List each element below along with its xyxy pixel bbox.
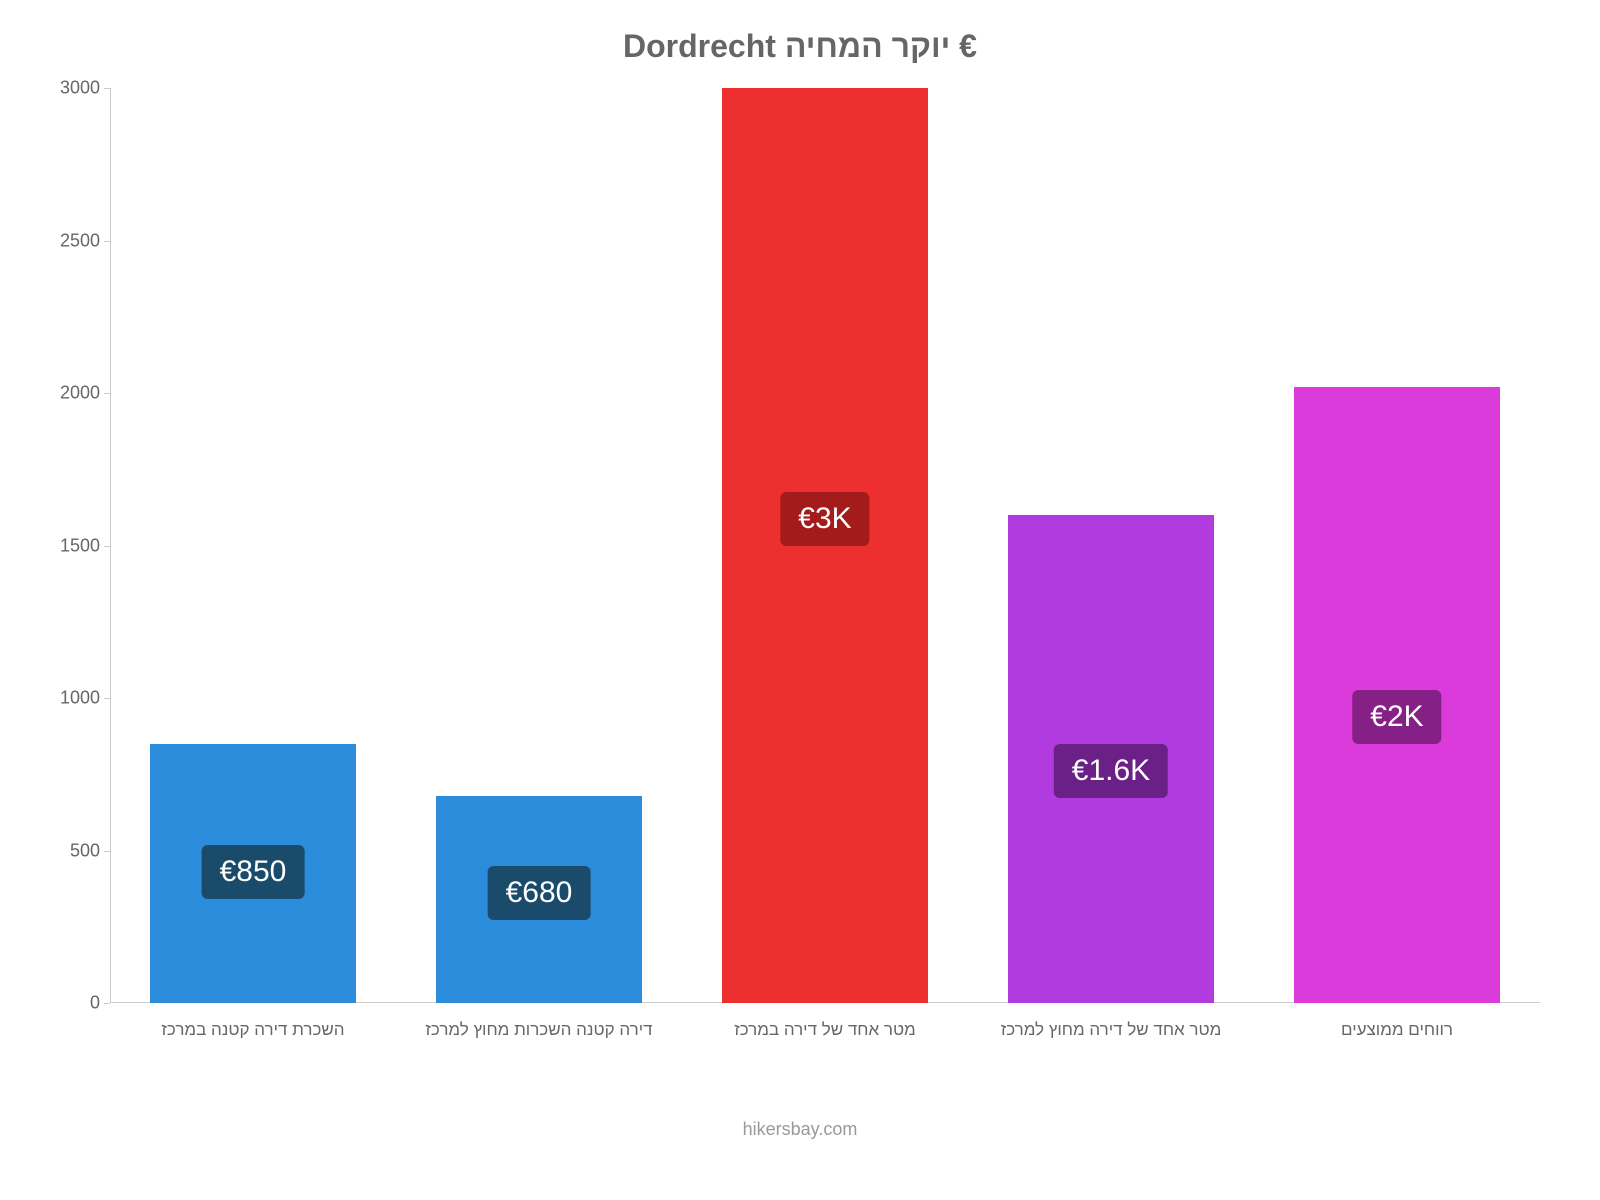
bar: €2K	[1294, 387, 1500, 1003]
bar: €3K	[722, 88, 928, 1003]
value-badge: €680	[488, 866, 591, 920]
bar: €680	[436, 796, 642, 1003]
x-category-label: רווחים ממוצעים	[1341, 1020, 1453, 1040]
chart-title: Dordrecht יוקר המחיה €	[0, 28, 1600, 65]
x-labels: השכרת דירה קטנה במרכז דירה קטנה השכרות מח…	[110, 1010, 1540, 1040]
y-tick-label: 1500	[40, 535, 100, 556]
value-badge: €3K	[780, 492, 869, 546]
x-category-label: דירה קטנה השכרות מחוץ למרכז	[425, 1020, 652, 1040]
y-tick-label: 3000	[40, 78, 100, 99]
bars-container: €850 €680 €3K €1.6K €2K	[110, 88, 1540, 1003]
value-badge: €2K	[1352, 690, 1441, 744]
x-category-label: השכרת דירה קטנה במרכז	[161, 1020, 344, 1040]
value-badge: €1.6K	[1054, 744, 1168, 798]
y-tick-label: 500	[40, 840, 100, 861]
value-badge: €850	[202, 845, 305, 899]
cost-of-living-chart: Dordrecht יוקר המחיה € 05001000150020002…	[0, 10, 1600, 71]
footer-attribution: hikersbay.com	[0, 1119, 1600, 1140]
x-category-label: מטר אחד של דירה מחוץ למרכז	[1001, 1020, 1222, 1040]
y-tick-label: 0	[40, 993, 100, 1014]
x-category-label: מטר אחד של דירה במרכז	[734, 1020, 915, 1040]
y-tick-mark	[104, 1003, 110, 1004]
bar: €850	[150, 744, 356, 1003]
bar: €1.6K	[1008, 515, 1214, 1003]
y-tick-label: 2000	[40, 383, 100, 404]
y-tick-label: 1000	[40, 688, 100, 709]
y-tick-label: 2500	[40, 230, 100, 251]
plot-area: 050010001500200025003000 €850€680€3K€1.6…	[110, 88, 1540, 1003]
